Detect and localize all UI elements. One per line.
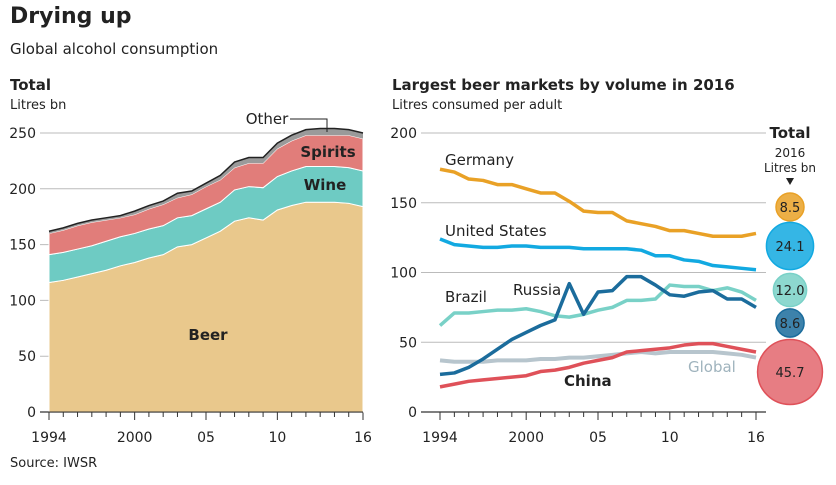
line-global <box>439 350 757 364</box>
right-x-tick-label: 2000 <box>508 430 544 446</box>
series-label-other: Other <box>246 110 289 128</box>
right-x-tick-label: 05 <box>589 430 607 446</box>
right-y-tick-label: 100 <box>390 266 417 282</box>
left-chart-ylabel: Litres bn <box>10 98 67 113</box>
right-chart-title: Largest beer markets by volume in 2016 <box>392 76 735 94</box>
total-bubble-china <box>756 338 824 406</box>
total-value-brazil: 12.0 <box>776 284 805 299</box>
series-label-beer: Beer <box>188 326 228 344</box>
left-x-tick-label: 1994 <box>31 430 67 446</box>
line-united-states <box>439 237 757 272</box>
right-y-tick-label: 200 <box>390 126 417 142</box>
series-label-spirits: Spirits <box>300 143 355 161</box>
right-y-tick-label: 50 <box>399 335 417 351</box>
totals-title: Total <box>770 124 811 142</box>
left-x-tick-label: 16 <box>354 430 372 446</box>
series-label-global: Global <box>688 358 736 376</box>
left-y-tick-label: 250 <box>9 126 36 142</box>
total-value-germany: 8.5 <box>780 201 801 216</box>
left-x-tick-label: 05 <box>197 430 215 446</box>
left-x-tick-label: 10 <box>268 430 286 446</box>
total-bubble-germany <box>775 192 805 222</box>
other-leader-line <box>290 118 328 132</box>
left-chart-title: Total <box>10 76 51 94</box>
total-outline <box>48 127 364 232</box>
line-china <box>439 341 757 389</box>
total-bubble-russia <box>775 308 805 338</box>
left-x-tick-label: 2000 <box>117 430 153 446</box>
total-bubble-united-states <box>765 221 815 271</box>
series-label-wine: Wine <box>304 176 347 194</box>
right-chart-ylabel: Litres consumed per adult <box>392 98 563 113</box>
total-value-china: 45.7 <box>776 366 805 381</box>
line-germany <box>439 167 757 238</box>
totals-unit: Litres bn <box>764 161 816 175</box>
left-y-tick-label: 100 <box>9 293 36 309</box>
series-label-china: China <box>564 372 612 390</box>
total-bubble-brazil <box>772 272 808 308</box>
left-y-tick-label: 0 <box>27 405 36 421</box>
left-y-tick-label: 50 <box>18 349 36 365</box>
totals-year: 2016 <box>775 146 806 160</box>
series-label-germany: Germany <box>445 151 514 169</box>
source-note: Source: IWSR <box>10 456 98 471</box>
line-russia <box>439 274 757 377</box>
down-arrow-icon <box>786 178 794 185</box>
series-label-brazil: Brazil <box>445 288 487 306</box>
left-y-tick-label: 200 <box>9 182 36 198</box>
area-spirits <box>48 134 364 256</box>
line-brazil <box>438 283 757 327</box>
total-value-russia: 8.6 <box>780 317 801 332</box>
right-x-tick-label: 16 <box>747 430 765 446</box>
page-subtitle: Global alcohol consumption <box>10 40 219 58</box>
right-y-tick-label: 150 <box>390 196 417 212</box>
series-label-russia: Russia <box>513 281 561 299</box>
series-label-united-states: United States <box>445 222 547 240</box>
right-y-tick-label: 0 <box>408 405 417 421</box>
page-title: Drying up <box>10 4 132 29</box>
right-x-tick-label: 1994 <box>422 430 458 446</box>
left-y-tick-label: 150 <box>9 238 36 254</box>
total-value-united-states: 24.1 <box>776 240 805 255</box>
right-x-tick-label: 10 <box>661 430 679 446</box>
